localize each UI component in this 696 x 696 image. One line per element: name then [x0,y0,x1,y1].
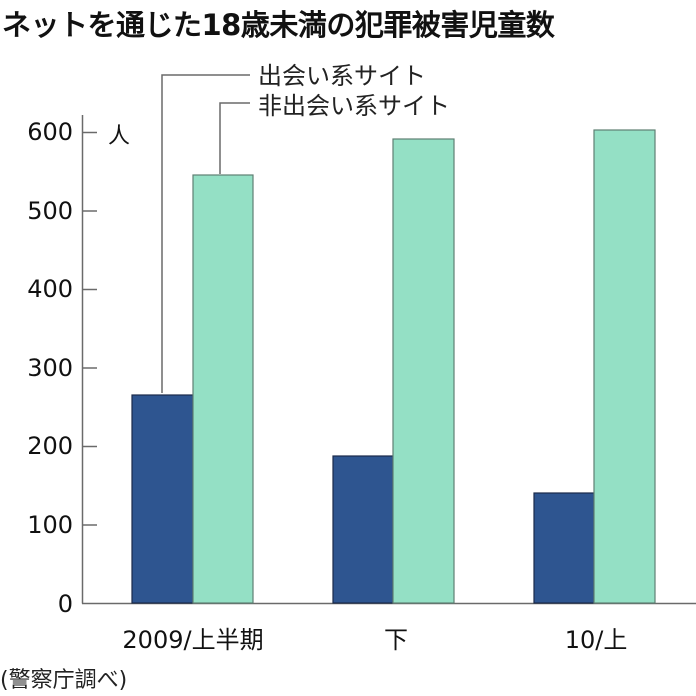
y-ticks [82,131,97,526]
bar-deai-2009-h1 [131,394,194,604]
legend-callout-hideai [219,102,250,174]
y-tick-0: 0 [57,590,73,618]
bar-deai-2009-h2 [332,455,394,604]
y-tick-100: 100 [27,511,73,539]
legend-label-deai: 出会い系サイト [258,62,426,90]
bar-deai-2010-h1 [533,492,595,604]
y-tick-400: 400 [27,275,73,303]
x-label-2009-h1: 2009/上半期 [122,626,264,654]
bar-hideai-2010-h1 [593,129,656,604]
source-note: (警察庁調べ) [0,668,128,693]
legend-label-hideai: 非出会い系サイト [258,92,450,120]
x-label-2009-h2: 下 [384,626,408,654]
legend-callout-deai [161,74,250,393]
x-label-2010-h1: 10/上 [564,626,628,654]
y-tick-500: 500 [27,197,73,225]
chart-title: ネットを通じた18歳未満の犯罪被害児童数 [2,8,555,42]
bar-hideai-2009-h1 [192,174,254,604]
y-tick-600: 600 [27,118,73,146]
y-tick-300: 300 [27,354,73,382]
bar-hideai-2009-h2 [392,138,455,604]
y-unit-label: 人 [108,124,131,149]
y-tick-200: 200 [27,432,73,460]
